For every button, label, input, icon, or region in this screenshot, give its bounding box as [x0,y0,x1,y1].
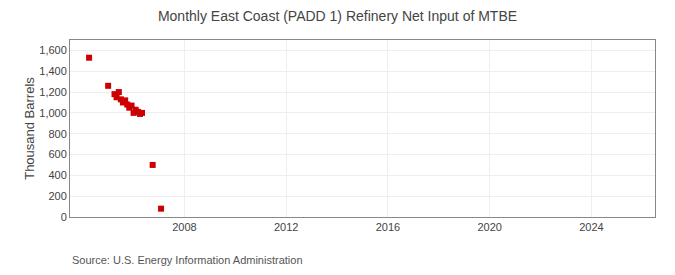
svg-text:2024: 2024 [579,221,603,233]
svg-text:Thousand Barrels: Thousand Barrels [22,77,37,180]
svg-text:2012: 2012 [274,221,298,233]
svg-text:1,200: 1,200 [39,86,67,98]
svg-text:2016: 2016 [376,221,400,233]
svg-text:2020: 2020 [477,221,501,233]
svg-text:600: 600 [48,148,66,160]
svg-text:400: 400 [48,169,66,181]
svg-text:1,600: 1,600 [39,44,67,56]
svg-text:2008: 2008 [172,221,196,233]
svg-text:Monthly East Coast (PADD 1) Re: Monthly East Coast (PADD 1) Refinery Net… [158,8,517,24]
svg-text:0: 0 [61,211,67,223]
svg-text:1,400: 1,400 [39,65,67,77]
svg-text:800: 800 [48,128,66,140]
svg-text:Source: U.S. Energy Informatio: Source: U.S. Energy Information Administ… [72,254,303,266]
svg-text:1,000: 1,000 [39,107,67,119]
svg-text:200: 200 [48,190,66,202]
